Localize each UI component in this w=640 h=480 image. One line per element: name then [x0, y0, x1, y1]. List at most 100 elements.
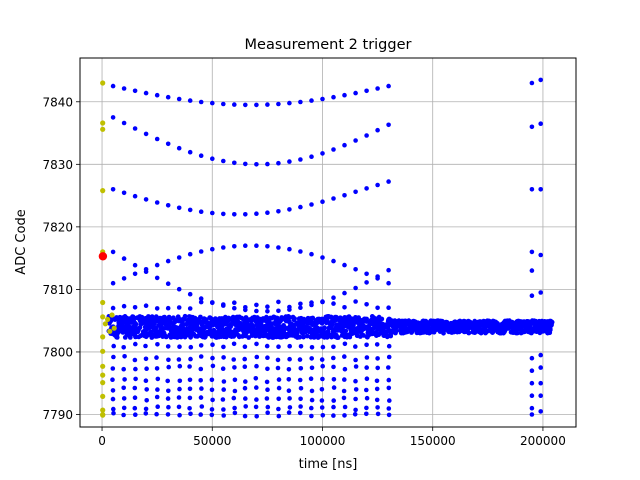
baseline-point [485, 328, 490, 334]
sparse-point [143, 356, 149, 362]
sparse-point [133, 412, 138, 418]
baseline-point [292, 316, 297, 321]
sparse-point [121, 396, 127, 401]
sparse-point [231, 341, 237, 347]
branch-point [132, 88, 138, 94]
sparse-point [331, 413, 336, 418]
sparse-point [198, 395, 204, 400]
sparse-point [276, 344, 281, 350]
branch-point [276, 160, 281, 166]
late-point [529, 268, 535, 273]
sparse-point [166, 364, 171, 370]
sparse-point [154, 355, 159, 360]
branch-point [254, 243, 259, 248]
sparse-point [166, 357, 171, 363]
late-point [529, 80, 535, 86]
sparse-point [209, 377, 215, 383]
baseline-point [514, 330, 520, 336]
sparse-point [221, 344, 226, 350]
sparse-point [298, 366, 304, 371]
sparse-point [364, 395, 370, 401]
sparse-point [286, 377, 292, 382]
branch-point [331, 147, 336, 152]
sparse-point [155, 376, 161, 382]
sparse-point [232, 388, 238, 394]
sparse-point [187, 406, 192, 411]
baseline-point [379, 316, 385, 322]
sparse-point [111, 406, 116, 412]
branch-point [342, 193, 347, 198]
sparse-point [286, 410, 292, 415]
early-point [102, 321, 108, 327]
sparse-point [110, 388, 116, 393]
branch-point [309, 202, 314, 207]
sparse-point [198, 299, 204, 305]
branch-point [353, 267, 358, 272]
sparse-point [132, 395, 138, 401]
sparse-point [143, 378, 149, 384]
sparse-point [374, 378, 380, 384]
baseline-point [549, 319, 555, 325]
sparse-point [353, 407, 358, 413]
sparse-point [386, 354, 392, 360]
marker-point [98, 252, 108, 261]
sparse-point [287, 343, 293, 349]
branch-point [342, 290, 347, 296]
sparse-point [254, 414, 259, 419]
branch-point [132, 126, 138, 131]
x-tick-label: 150000 [410, 434, 456, 448]
branch-point [243, 212, 248, 217]
sparse-point [331, 377, 337, 382]
branch-point [198, 209, 204, 214]
x-tick-label: 50000 [193, 434, 231, 448]
sparse-point [353, 364, 359, 369]
sparse-point [331, 404, 336, 410]
baseline-point [310, 315, 316, 321]
sparse-point [243, 379, 248, 384]
branch-point [221, 211, 226, 217]
branch-point [165, 258, 171, 264]
sparse-point [198, 343, 204, 348]
y-axis-ticks: 7790 7800 7810 7820 7830 7840 [42, 95, 80, 422]
sparse-point [187, 377, 193, 383]
sparse-point [110, 396, 116, 402]
branch-point [198, 296, 204, 301]
sparse-point [155, 387, 160, 392]
sparse-point [265, 304, 270, 310]
late-point [538, 290, 543, 295]
sparse-point [319, 357, 325, 362]
sparse-point [386, 343, 392, 349]
branch-point [210, 246, 215, 252]
sparse-point [298, 344, 304, 349]
branch-point [176, 145, 182, 151]
sparse-point [210, 355, 215, 361]
sparse-point [187, 395, 193, 401]
x-tick-label: 0 [98, 434, 106, 448]
branch-point [176, 205, 182, 211]
branch-point [342, 142, 347, 148]
branch-point [276, 101, 281, 107]
branch-point [320, 299, 325, 304]
early-point [100, 80, 106, 86]
baseline-point [393, 328, 399, 334]
sparse-point [254, 354, 260, 360]
sparse-point [386, 406, 392, 411]
branch-point [375, 182, 380, 188]
sparse-point [232, 365, 237, 370]
sparse-point [210, 342, 215, 348]
sparse-point [232, 405, 237, 411]
sparse-point [144, 366, 149, 372]
sparse-point [319, 398, 325, 403]
sparse-point [221, 413, 226, 418]
sparse-point [121, 412, 126, 418]
sparse-point [133, 366, 138, 372]
branch-point [364, 133, 369, 138]
late-point [538, 77, 543, 83]
branch-point [331, 295, 336, 301]
sparse-point [342, 354, 347, 359]
branch-point [364, 271, 369, 277]
sparse-point [342, 305, 347, 310]
sparse-point [386, 377, 392, 383]
sparse-point [265, 355, 270, 361]
sparse-point [353, 299, 358, 304]
